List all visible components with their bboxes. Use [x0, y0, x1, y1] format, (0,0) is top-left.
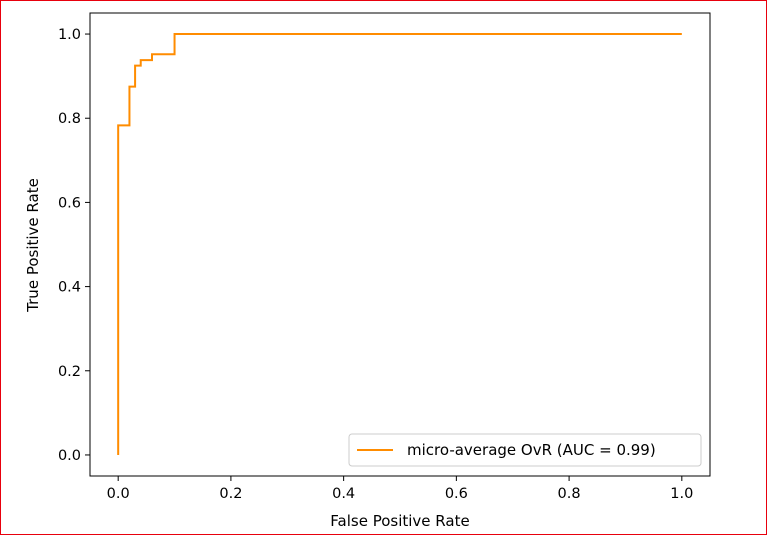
legend-label: micro-average OvR (AUC = 0.99) [407, 441, 656, 459]
axes-frame [89, 12, 711, 477]
x-tick-label: 0.8 [558, 486, 581, 502]
x-tick-label: 1.0 [670, 486, 693, 502]
x-tick-label: 0.0 [107, 486, 130, 502]
x-axis-label: False Positive Rate [330, 512, 469, 530]
x-tick-label: 0.4 [332, 486, 355, 502]
y-tick-label: 0.0 [58, 448, 81, 464]
x-tick-label: 0.2 [219, 486, 242, 502]
legend-box [348, 433, 702, 467]
y-tick-label: 0.8 [58, 111, 81, 127]
series-layer [117, 33, 682, 455]
series-line-0 [117, 33, 682, 455]
x-tick-label: 0.6 [445, 486, 468, 502]
y-tick-label: 0.2 [58, 364, 81, 380]
legend: micro-average OvR (AUC = 0.99) [348, 433, 702, 467]
y-axis-ticks: 0.0 0.2 0.4 0.6 0.8 1.0 [58, 27, 90, 464]
y-tick-label: 0.4 [58, 280, 81, 296]
y-tick-label: 1.0 [58, 27, 81, 43]
y-axis-label: True Positive Rate [24, 178, 42, 313]
x-axis-ticks: 0.0 0.2 0.4 0.6 0.8 1.0 [107, 476, 693, 502]
y-tick-label: 0.6 [58, 195, 81, 211]
